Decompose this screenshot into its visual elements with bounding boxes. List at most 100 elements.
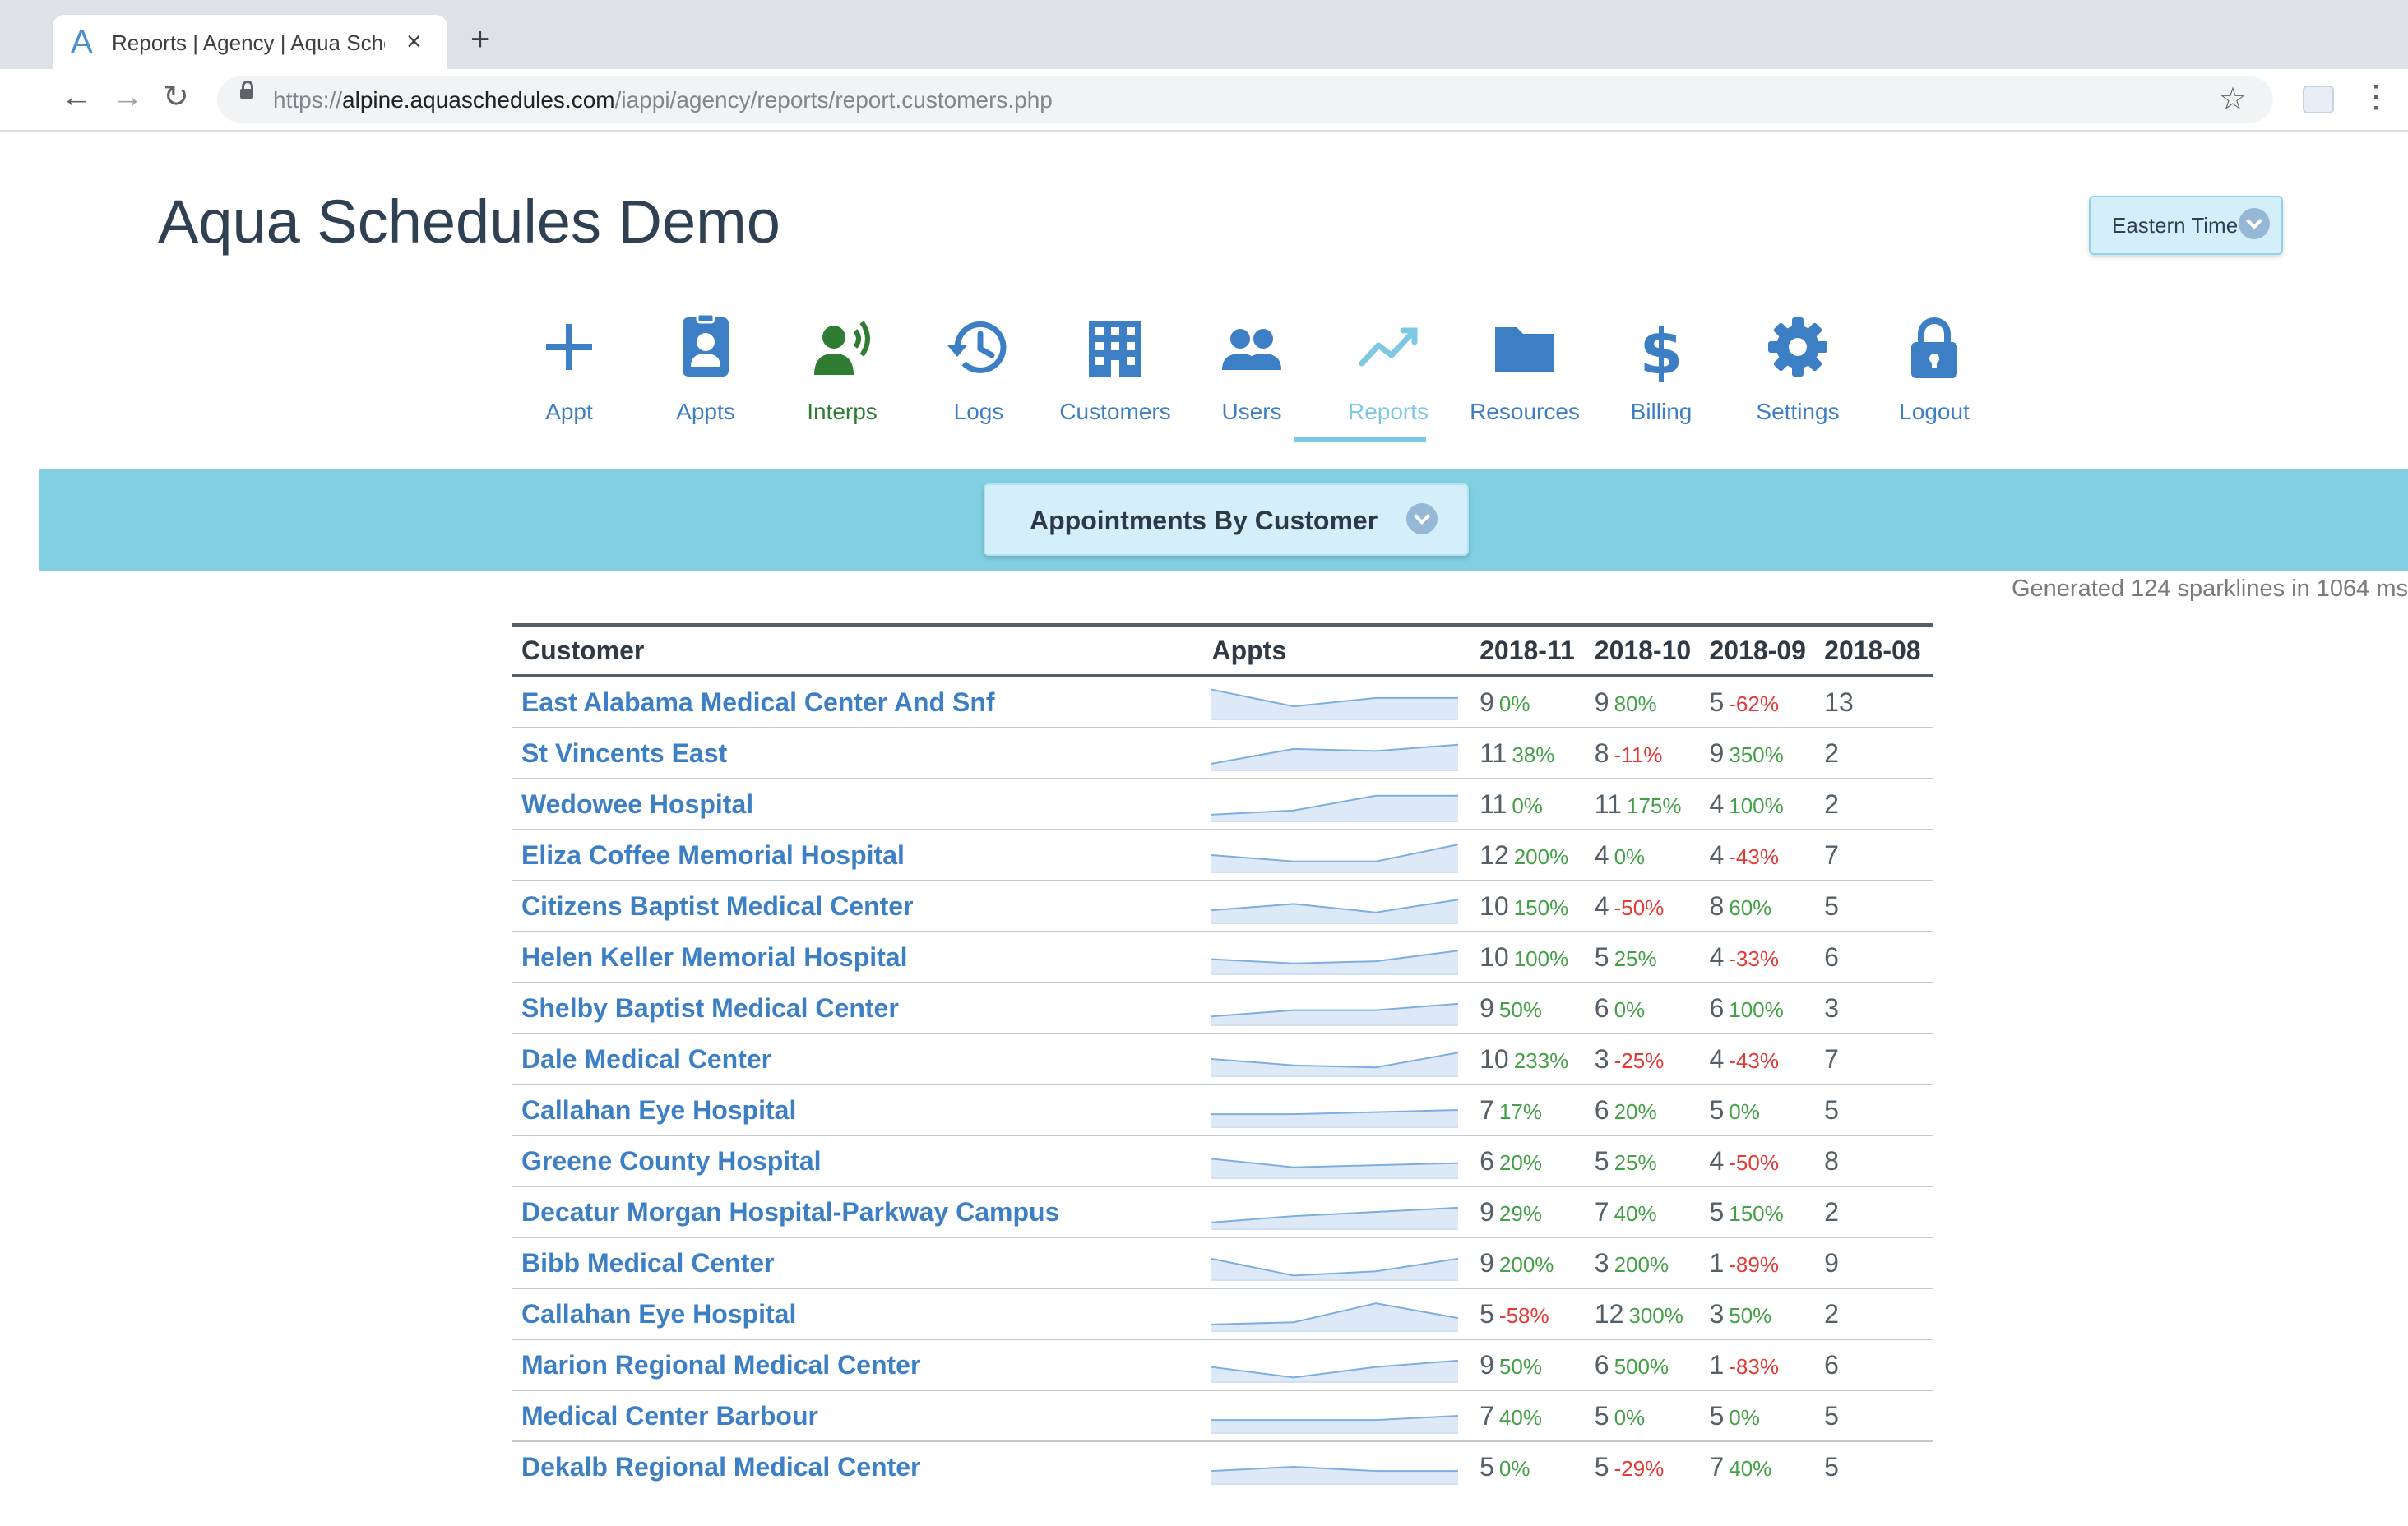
month-cell: 6 20% [1594, 1084, 1710, 1136]
new-tab-icon[interactable]: + [470, 21, 490, 58]
table-row: St Vincents East 11 38% 8 -11% 9 350% 2 [512, 728, 1933, 779]
customer-link[interactable]: Greene County Hospital [521, 1145, 822, 1176]
month-cell: 5 [1824, 1084, 1933, 1136]
sparkline-cell [1211, 1084, 1480, 1136]
month-cell: 5 150% [1709, 1186, 1825, 1238]
nav-item-billing[interactable]: $ Billing [1595, 312, 1727, 444]
customer-link[interactable]: Shelby Baptist Medical Center [521, 992, 899, 1023]
month-cell: 8 [1824, 1135, 1933, 1187]
report-type-select[interactable]: Appointments By Customer [984, 483, 1469, 556]
sparkline-cell [1211, 932, 1480, 983]
month-cell: 3 -25% [1594, 1034, 1710, 1085]
sparkline-cell [1211, 1339, 1480, 1391]
appts-sparkline [1211, 899, 1459, 924]
table-row: Callahan Eye Hospital 5 -58% 12 300% 3 50% 2 [512, 1288, 1933, 1340]
nav-item-interps[interactable]: Interps [776, 312, 908, 444]
appt-count: 9 [1480, 992, 1494, 1023]
active-nav-indicator [1294, 437, 1426, 442]
customer-cell: Decatur Morgan Hospital-Parkway Campus [512, 1186, 1212, 1238]
browser-tab[interactable]: A Reports | Agency | Aqua Schedules × [53, 15, 447, 69]
month-cell: 2 [1824, 1186, 1933, 1238]
appt-count: 9 [1824, 1247, 1839, 1278]
building-icon [1089, 321, 1141, 377]
nav-item-logs[interactable]: Logs [913, 312, 1044, 444]
close-tab-icon[interactable]: × [406, 26, 422, 56]
customer-link[interactable]: Eliza Coffee Memorial Hospital [521, 839, 905, 870]
gear-icon [1768, 317, 1827, 377]
percent-change: -33% [1729, 946, 1779, 971]
percent-change: 50% [1498, 997, 1542, 1022]
url-text[interactable]: https://alpine.aquaschedules.com/iappi/a… [273, 87, 1053, 113]
table-row: Bibb Medical Center 9 200% 3 200% 1 -89% 9 [512, 1237, 1933, 1289]
month-cell: 5 -58% [1480, 1288, 1595, 1340]
percent-change: 0% [1498, 691, 1530, 716]
sparkline-line [1211, 1109, 1459, 1116]
nav-item-users[interactable]: Users [1186, 312, 1317, 444]
percent-change: 100% [1513, 946, 1569, 971]
month-cell: 9 29% [1480, 1186, 1595, 1238]
nav-label: Resources [1470, 399, 1580, 424]
customer-link[interactable]: Decatur Morgan Hospital-Parkway Campus [521, 1196, 1060, 1227]
sparkline-cell [1211, 1034, 1480, 1085]
customer-cell: Helen Keller Memorial Hospital [512, 932, 1212, 983]
customer-link[interactable]: Citizens Baptist Medical Center [521, 890, 914, 921]
sparkline-cell [1211, 1186, 1480, 1238]
customer-link[interactable]: St Vincents East [521, 738, 728, 768]
percent-change: -25% [1614, 1047, 1665, 1073]
sparkline-line [1211, 899, 1459, 913]
nav-item-resources[interactable]: Resources [1459, 312, 1591, 444]
sparkline-area [1211, 899, 1459, 924]
appt-count: 12 [1594, 1298, 1624, 1329]
nav-item-customers[interactable]: Customers [1049, 312, 1181, 444]
appts-sparkline [1211, 743, 1459, 771]
customer-cell: Citizens Baptist Medical Center [512, 881, 1212, 932]
month-cell: 1 -83% [1709, 1339, 1825, 1391]
nav-item-reports[interactable]: Reports [1322, 312, 1454, 444]
appt-count: 3 [1594, 1247, 1609, 1278]
month-cell: 9 50% [1480, 1339, 1595, 1391]
customer-link[interactable]: Wedowee Hospital [521, 788, 754, 819]
extension-icon[interactable] [2303, 86, 2334, 113]
month-cell: 3 [1824, 983, 1933, 1034]
nav-item-settings[interactable]: Settings [1732, 312, 1864, 444]
menu-kebab-icon[interactable]: ⋮ [2360, 80, 2392, 114]
timezone-select[interactable]: Eastern Time [2089, 196, 2283, 255]
nav-item-appts[interactable]: Appts [640, 312, 771, 444]
percent-change: 50% [1498, 1353, 1542, 1379]
percent-change: 40% [1729, 1455, 1772, 1481]
chart-line-icon [1359, 327, 1418, 367]
customer-cell: Callahan Eye Hospital [512, 1084, 1212, 1136]
customer-link[interactable]: Dekalb Regional Medical Center [521, 1451, 921, 1482]
customer-link[interactable]: Bibb Medical Center [521, 1247, 775, 1278]
star-icon[interactable]: ☆ [2218, 82, 2247, 117]
month-cell: 5 -62% [1709, 676, 1825, 728]
back-arrow-icon[interactable]: ← [61, 80, 92, 114]
sparkline-line [1211, 688, 1459, 708]
address-bar[interactable]: https://alpine.aquaschedules.com/iappi/a… [217, 76, 2273, 123]
lock-icon[interactable] [240, 81, 253, 99]
forward-arrow-icon[interactable]: → [112, 80, 143, 114]
customer-link[interactable]: Helen Keller Memorial Hospital [521, 941, 908, 972]
nav-label: Interps [807, 399, 878, 424]
percent-change: 0% [1614, 997, 1646, 1022]
appt-count: 11 [1480, 738, 1507, 768]
customer-link[interactable]: Callahan Eye Hospital [521, 1298, 797, 1329]
customer-link[interactable]: Callahan Eye Hospital [521, 1094, 797, 1125]
appt-count: 6 [1594, 1094, 1609, 1125]
appt-count: 12 [1480, 839, 1509, 870]
sparkline-cell [1211, 676, 1480, 728]
customer-link[interactable]: Dale Medical Center [521, 1043, 772, 1074]
reload-icon[interactable]: ↻ [163, 80, 189, 114]
percent-change: 40% [1498, 1404, 1542, 1430]
month-cell: 5 25% [1594, 1135, 1710, 1187]
customer-link[interactable]: Medical Center Barbour [521, 1400, 818, 1431]
month-cell: 6 100% [1709, 983, 1825, 1034]
lock-icon [1911, 317, 1957, 378]
customer-link[interactable]: East Alabama Medical Center And Snf [521, 687, 995, 717]
customer-link[interactable]: Marion Regional Medical Center [521, 1349, 921, 1380]
nav-item-logout[interactable]: Logout [1869, 312, 2000, 444]
nav-item-appt[interactable]: Appt [503, 312, 635, 444]
appt-count: 5 [1480, 1298, 1494, 1329]
timezone-value: Eastern Time [2112, 213, 2239, 238]
appt-count: 5 [1824, 890, 1839, 921]
